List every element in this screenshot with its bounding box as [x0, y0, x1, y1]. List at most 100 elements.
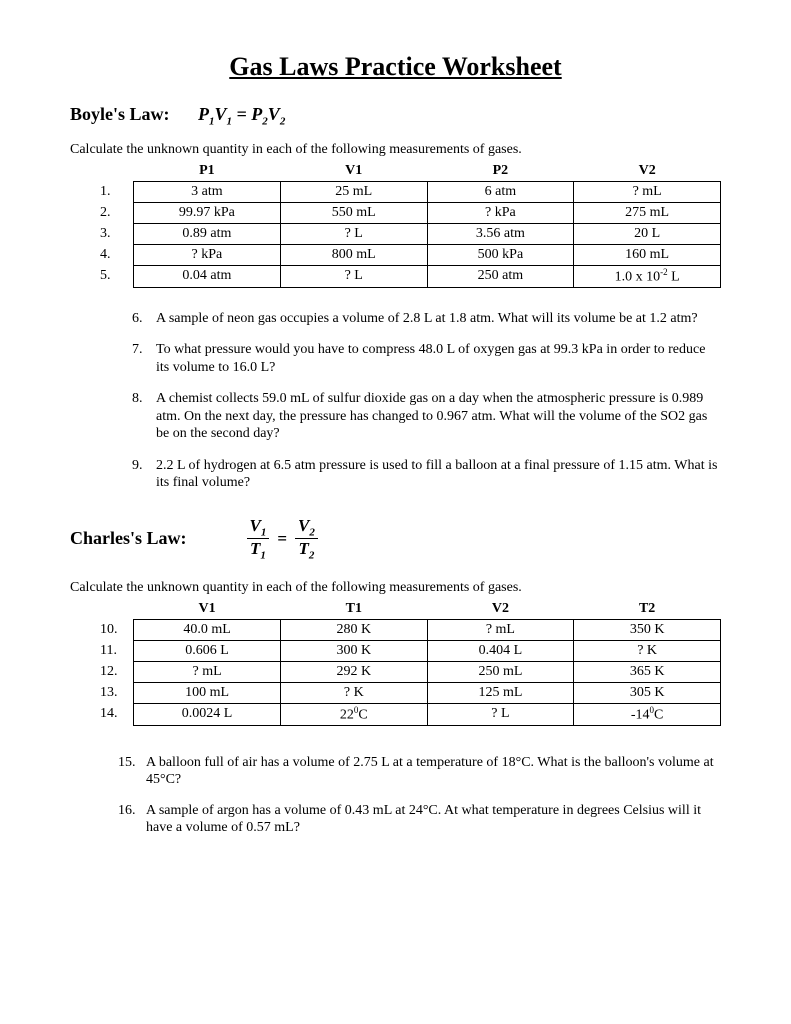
problem-number: 9. — [132, 457, 156, 492]
table-cell: 0.606 L — [134, 641, 281, 662]
table-cell: ? L — [280, 266, 427, 288]
table-row: 3.0.89 atm? L3.56 atm20 L — [100, 224, 721, 245]
table-cell: 100 mL — [134, 683, 281, 704]
table-cell: 365 K — [574, 662, 721, 683]
table-row: 14.0.0024 L220C? L-140C — [100, 704, 721, 726]
table-cell: 1.0 x 10-2 L — [574, 266, 721, 288]
problem-number: 16. — [118, 802, 146, 837]
charles-problems: 15.A balloon full of air has a volume of… — [118, 754, 721, 837]
col-v2: V2 — [574, 161, 721, 182]
row-number: 2. — [100, 203, 133, 224]
table-cell: 275 mL — [574, 203, 721, 224]
row-number: 10. — [100, 620, 134, 641]
col-t2: T2 — [574, 599, 721, 620]
charles-label: Charles's Law: — [70, 528, 187, 549]
table-cell: 160 mL — [574, 245, 721, 266]
boyle-heading: Boyle's Law: P1V1 = P2V2 — [70, 104, 721, 128]
table-cell: 500 kPa — [427, 245, 574, 266]
table-cell: 305 K — [574, 683, 721, 704]
problem-number: 15. — [118, 754, 146, 789]
row-number: 5. — [100, 266, 133, 288]
boyle-table: P1 V1 P2 V2 1.3 atm25 mL6 atm? mL2.99.97… — [100, 161, 721, 288]
col-v1: V1 — [280, 161, 427, 182]
table-header-row: V1 T1 V2 T2 — [100, 599, 721, 620]
fraction-1: V1 T1 — [247, 516, 270, 562]
table-cell: 250 atm — [427, 266, 574, 288]
table-cell: ? kPa — [133, 245, 280, 266]
problem-text: A sample of neon gas occupies a volume o… — [156, 310, 721, 328]
table-cell: 3 atm — [133, 182, 280, 203]
charles-formula: V1 T1 = V2 T2 — [247, 516, 318, 562]
problem-number: 6. — [132, 310, 156, 328]
equals-sign: = — [277, 529, 287, 549]
problem-text: A chemist collects 59.0 mL of sulfur dio… — [156, 390, 721, 443]
charles-heading: Charles's Law: V1 T1 = V2 T2 — [70, 516, 721, 562]
row-number: 14. — [100, 704, 134, 726]
table-cell: 220C — [281, 704, 428, 726]
table-cell: ? mL — [134, 662, 281, 683]
table-cell: 3.56 atm — [427, 224, 574, 245]
boyle-formula: P1V1 = P2V2 — [198, 104, 285, 124]
table-cell: 99.97 kPa — [133, 203, 280, 224]
row-number: 3. — [100, 224, 133, 245]
table-cell: 0.04 atm — [133, 266, 280, 288]
table-cell: 800 mL — [280, 245, 427, 266]
table-cell: 300 K — [281, 641, 428, 662]
table-cell: ? mL — [427, 620, 574, 641]
row-number: 13. — [100, 683, 134, 704]
table-cell: 20 L — [574, 224, 721, 245]
col-v2: V2 — [427, 599, 574, 620]
table-row: 5.0.04 atm? L250 atm1.0 x 10-2 L — [100, 266, 721, 288]
row-number: 1. — [100, 182, 133, 203]
table-cell: 40.0 mL — [134, 620, 281, 641]
table-row: 4.? kPa800 mL500 kPa160 mL — [100, 245, 721, 266]
fraction-2: V2 T2 — [295, 516, 318, 562]
table-row: 2.99.97 kPa550 mL? kPa275 mL — [100, 203, 721, 224]
table-cell: ? mL — [574, 182, 721, 203]
table-cell: 0.0024 L — [134, 704, 281, 726]
col-t1: T1 — [281, 599, 428, 620]
problem-item: 6.A sample of neon gas occupies a volume… — [132, 310, 721, 328]
row-number: 4. — [100, 245, 133, 266]
problem-item: 7.To what pressure would you have to com… — [132, 341, 721, 376]
table-cell: 125 mL — [427, 683, 574, 704]
table-row: 11.0.606 L300 K0.404 L? K — [100, 641, 721, 662]
problem-item: 8.A chemist collects 59.0 mL of sulfur d… — [132, 390, 721, 443]
boyle-label: Boyle's Law: — [70, 104, 170, 124]
table-header-row: P1 V1 P2 V2 — [100, 161, 721, 182]
row-number: 12. — [100, 662, 134, 683]
table-cell: 292 K — [281, 662, 428, 683]
table-cell: ? L — [427, 704, 574, 726]
table-row: 1.3 atm25 mL6 atm? mL — [100, 182, 721, 203]
problem-item: 9.2.2 L of hydrogen at 6.5 atm pressure … — [132, 457, 721, 492]
table-cell: ? K — [574, 641, 721, 662]
table-row: 13.100 mL? K125 mL305 K — [100, 683, 721, 704]
table-cell: ? L — [280, 224, 427, 245]
charles-instruction: Calculate the unknown quantity in each o… — [70, 580, 721, 596]
problem-number: 7. — [132, 341, 156, 376]
worksheet-page: Gas Laws Practice Worksheet Boyle's Law:… — [0, 0, 791, 1024]
table-cell: 0.404 L — [427, 641, 574, 662]
col-v1: V1 — [134, 599, 281, 620]
charles-table: V1 T1 V2 T2 10.40.0 mL280 K? mL350 K11.0… — [100, 599, 721, 726]
problem-text: To what pressure would you have to compr… — [156, 341, 721, 376]
page-title: Gas Laws Practice Worksheet — [70, 52, 721, 82]
problem-number: 8. — [132, 390, 156, 443]
table-cell: -140C — [574, 704, 721, 726]
boyle-problems: 6.A sample of neon gas occupies a volume… — [132, 310, 721, 492]
problem-text: A balloon full of air has a volume of 2.… — [146, 754, 721, 789]
table-cell: 550 mL — [280, 203, 427, 224]
table-cell: 25 mL — [280, 182, 427, 203]
table-row: 12.? mL292 K250 mL365 K — [100, 662, 721, 683]
table-row: 10.40.0 mL280 K? mL350 K — [100, 620, 721, 641]
table-cell: ? kPa — [427, 203, 574, 224]
table-cell: 250 mL — [427, 662, 574, 683]
boyle-instruction: Calculate the unknown quantity in each o… — [70, 142, 721, 158]
problem-text: 2.2 L of hydrogen at 6.5 atm pressure is… — [156, 457, 721, 492]
col-p1: P1 — [133, 161, 280, 182]
table-cell: 6 atm — [427, 182, 574, 203]
row-number: 11. — [100, 641, 134, 662]
table-cell: 0.89 atm — [133, 224, 280, 245]
table-cell: 350 K — [574, 620, 721, 641]
problem-item: 15.A balloon full of air has a volume of… — [118, 754, 721, 789]
